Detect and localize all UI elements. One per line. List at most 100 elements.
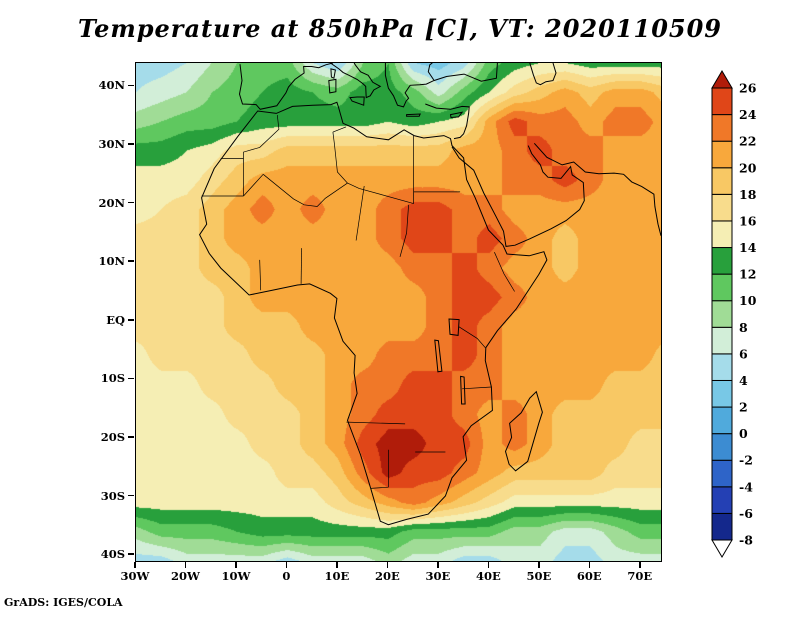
lon-tick-label: 20E [375,569,400,583]
coastline-overlay [199,63,661,526]
cyprus-coastline [449,111,464,119]
africa-coastline [199,101,548,526]
iran-india-coastline [533,142,661,236]
country-border [458,326,486,348]
colorbar-band [711,512,733,541]
country-border [332,126,347,133]
balkans-anatolia-coastline [384,63,498,108]
colorbar-band [711,379,733,408]
axis-tick [128,143,134,145]
colorbar-label: -2 [739,453,753,468]
axis-tick [639,562,641,568]
colorbar-arrow-over [711,70,733,89]
colorbar-label: 18 [739,187,757,202]
colorbar-band [711,353,733,381]
lake-victoria [448,318,460,336]
colorbar-label: 4 [739,373,748,388]
lat-tick-label: 30N [98,137,125,152]
country-border [259,259,262,291]
lon-tick-label: 70E [627,569,653,583]
colorbar-label: 20 [739,160,757,175]
colorbar-band [711,433,733,461]
axis-tick [128,494,134,497]
lat-tick-label: 10N [98,254,125,269]
colorbar-band [711,193,733,222]
country-border [399,204,409,257]
blacksea-west-coastline [427,63,435,81]
colorbar-label: 14 [739,240,757,255]
colorbar-band [711,273,733,302]
country-border [347,182,414,204]
map-plot-area [135,62,662,562]
lon-tick-label: 0 [282,569,291,583]
temperature-field-canvas [136,63,661,561]
colorbar-band [711,406,733,435]
axis-tick [437,562,439,568]
colorbar-label: 24 [739,107,757,122]
colorbar-band [711,220,733,249]
axis-tick [487,562,490,568]
colorbar-label: 8 [739,320,748,335]
axis-tick [285,562,288,568]
axis-tick [184,562,187,568]
iberia-france-coastline [238,63,334,110]
lat-tick-label: 20N [98,195,125,210]
colorbar-label: -6 [739,506,753,521]
colorbar-label: 2 [739,400,748,415]
colorbar-label: 22 [739,134,756,149]
colorbar-arrow-under [711,539,733,558]
axis-tick [128,436,134,438]
colorbar-label: 12 [739,267,756,282]
madagascar-coastline [504,390,543,472]
axis-tick [128,377,134,380]
arabia-coastline [451,145,585,247]
axis-tick [128,201,134,204]
country-border [300,248,302,284]
colorbar-label: 6 [739,346,748,361]
colorbar-band [711,114,733,142]
colorbar-band [711,87,733,116]
corsica-coastline [330,68,336,79]
lon-tick-label: 60E [576,569,602,583]
crete-coastline [406,113,421,117]
lat-tick-label: 20S [100,429,125,444]
colorbar-band [711,459,733,488]
country-border [462,386,492,390]
lake-malawi [460,375,466,405]
credit-text: GrADS: IGES/COLA [4,596,123,609]
country-border [332,132,348,184]
lon-tick-label: 30W [120,569,150,583]
country-border [243,174,264,197]
country-border [355,185,365,241]
country-border [370,486,389,489]
lon-tick-label: 20W [171,569,200,583]
colorbar-label: 26 [739,81,757,96]
lon-tick-label: 10E [324,569,350,583]
axis-tick [235,562,237,568]
colorbar-label: -8 [739,533,753,548]
lat-tick-label: 40N [98,78,125,93]
italy-coastline [330,63,382,99]
axis-tick [336,562,338,568]
lake-tanganyika [434,339,443,373]
country-border [243,115,280,159]
axis-tick [588,562,591,568]
country-border [346,421,406,425]
anatolia-levant-coastline [425,103,470,140]
colorbar-label: -4 [739,479,753,494]
plot-title: Temperature at 850hPa [C], VT: 202011050… [77,14,723,43]
axis-tick [128,553,134,555]
colorbar-band [711,326,733,355]
lon-tick-label: 50E [526,569,552,583]
axis-tick [386,562,389,568]
lat-tick-label: 40S [100,547,125,562]
lat-tick-label: 30S [100,488,125,503]
lon-tick-label: 40E [475,569,501,583]
lon-tick-label: 10W [221,569,251,583]
country-border [494,252,515,292]
colorbar-band [711,140,733,169]
colorbar-label: 0 [739,426,748,441]
axis-tick [128,84,134,87]
